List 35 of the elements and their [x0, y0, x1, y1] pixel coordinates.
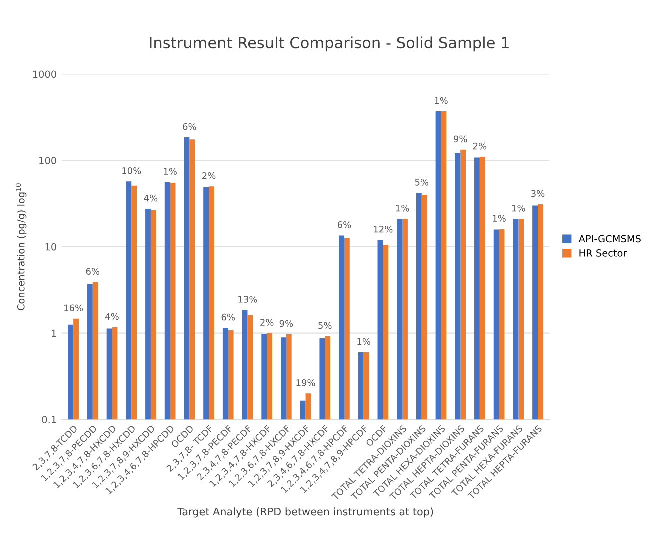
- legend-label: HR Sector: [580, 250, 628, 257]
- y-axis-title: Concentration (pg/g) log$^{10}$: [16, 184, 27, 311]
- annotation: 6%: [183, 123, 196, 130]
- annotation: 10%: [122, 168, 142, 174]
- annotation: 12%: [374, 226, 393, 233]
- annotation: 19%: [296, 380, 316, 386]
- annotation: 1%: [512, 204, 526, 212]
- annotation: 4%: [144, 194, 158, 202]
- annotation: 5%: [415, 178, 429, 186]
- annotation: 4%: [106, 313, 119, 320]
- y-tick-label: 100: [40, 157, 56, 164]
- x-axis-title: Target Analyte (RPD between instruments at top): [177, 508, 434, 518]
- y-tick-label: 0.1: [42, 416, 56, 424]
- annotation: 1%: [164, 168, 177, 176]
- annotation: 16%: [64, 304, 84, 312]
- annotation: 5%: [318, 322, 332, 330]
- annotation: 6%: [86, 268, 100, 275]
- legend-label: API-GCMSMS: [578, 235, 641, 243]
- y-tick-label: 10: [46, 243, 56, 251]
- annotation: 1%: [358, 338, 370, 346]
- annotation: 2%: [202, 172, 216, 180]
- annotation: 9%: [454, 136, 468, 143]
- y-tick-label: 1: [52, 330, 56, 337]
- annotation: 2%: [473, 142, 487, 150]
- annotation: 6%: [222, 314, 236, 321]
- annotation: 6%: [338, 222, 352, 228]
- annotation: 1%: [493, 215, 506, 222]
- annotation: 2%: [260, 319, 274, 326]
- y-tick-label: 1000: [33, 70, 56, 78]
- annotation: 1%: [396, 204, 410, 212]
- chart-title: Instrument Result Comparison - Solid Sample 1: [150, 36, 509, 52]
- annotation: 1%: [435, 97, 448, 104]
- annotation: 3%: [532, 190, 545, 198]
- annotation: 13%: [238, 296, 258, 303]
- annotation: 9%: [280, 320, 294, 328]
